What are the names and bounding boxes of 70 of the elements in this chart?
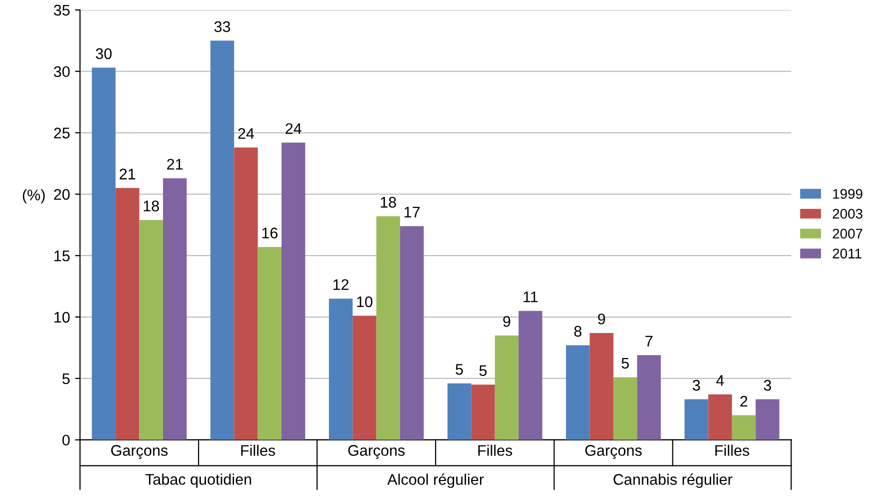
- data-label: 4: [716, 375, 724, 386]
- bar: [92, 68, 116, 440]
- x-tick-label: Filles: [241, 444, 276, 456]
- legend-label: 2011: [832, 248, 862, 258]
- bar: [258, 247, 282, 440]
- data-label: 18: [144, 200, 159, 212]
- bar: [708, 394, 732, 440]
- bar: [494, 335, 519, 440]
- text: Alcool régulier: [387, 473, 484, 488]
- data-label: 8: [574, 326, 582, 337]
- y-tick-label: 25: [54, 128, 70, 138]
- data-label: 21: [120, 168, 136, 180]
- bar: [471, 384, 495, 440]
- x-tick-label: Filles: [715, 444, 750, 456]
- bar: [139, 220, 163, 440]
- data-label: 17: [404, 206, 420, 218]
- text: Cannabis régulier: [614, 473, 732, 488]
- data-label: 9: [598, 314, 606, 324]
- y-axis-title: (%): [22, 189, 45, 204]
- data-label: 12: [333, 279, 349, 290]
- bar: [328, 298, 353, 440]
- y-tick-label: 20: [54, 189, 70, 200]
- bar: [447, 383, 472, 440]
- data-label: 9: [503, 316, 510, 327]
- y-tick-label: 15: [54, 250, 70, 262]
- bar: [684, 399, 708, 440]
- y-tick-label: 5: [62, 373, 70, 384]
- data-label: 30: [96, 48, 112, 60]
- legend-label: 1999: [833, 188, 862, 199]
- x-tick-label: Garçons: [585, 445, 642, 459]
- data-label: 21: [167, 158, 183, 170]
- y-tick-label: 0: [62, 434, 70, 446]
- data-label: 16: [262, 228, 278, 238]
- bar: [590, 332, 614, 440]
- bar: [756, 399, 780, 440]
- data-label: 2: [740, 396, 748, 407]
- y-tick-label: 30: [54, 66, 70, 78]
- y-tick-label: 35: [54, 4, 70, 16]
- data-label: 5: [456, 364, 463, 375]
- data-label: 11: [524, 292, 538, 302]
- x-tick-label: Garçons: [348, 445, 405, 459]
- data-label: 24: [238, 128, 254, 139]
- text: Tabac quotidien: [145, 474, 252, 488]
- bar: [400, 226, 424, 440]
- data-label: 3: [764, 380, 772, 391]
- data-label: 5: [622, 358, 629, 369]
- bar: [732, 415, 756, 440]
- bar: [518, 310, 542, 440]
- bar: [566, 345, 590, 440]
- x-tick-label: Garçons: [111, 445, 168, 459]
- data-label: 7: [646, 336, 652, 346]
- bar: [210, 40, 234, 440]
- bar: [637, 355, 661, 440]
- x-tick-label: Filles: [478, 444, 512, 456]
- bar: [613, 377, 638, 440]
- data-label: 33: [214, 21, 230, 32]
- bar: [116, 188, 140, 440]
- bar: [234, 148, 258, 440]
- data-label: 10: [357, 296, 372, 308]
- legend-label: 2007: [832, 228, 862, 239]
- bar: [352, 316, 376, 440]
- data-label: 18: [380, 196, 396, 208]
- data-label: 24: [286, 123, 302, 134]
- bar: [376, 216, 400, 440]
- legend-label: 2003: [832, 208, 862, 219]
- data-label: 5: [479, 365, 487, 376]
- bar: [162, 178, 187, 440]
- y-tick-label: 10: [54, 312, 70, 323]
- bar: [282, 142, 306, 440]
- data-label: 3: [692, 380, 700, 391]
